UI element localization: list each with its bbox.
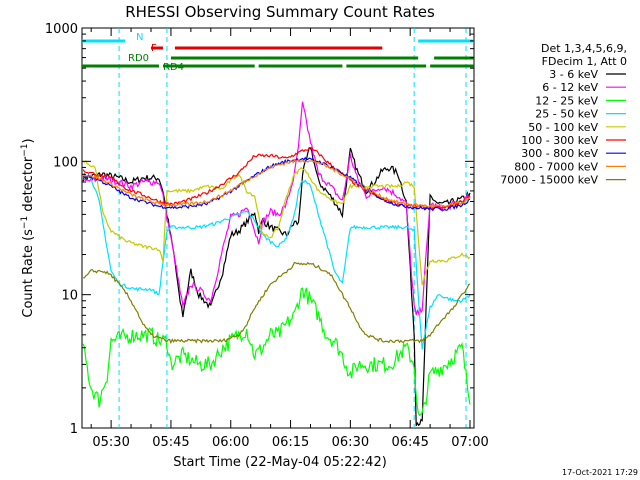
y-axis-label-end: ) (21, 138, 36, 143)
legend-label-5: 100 - 300 keV (521, 134, 598, 147)
flag-label-3: RD4 (163, 62, 184, 73)
legend-label-4: 50 - 100 keV (528, 121, 598, 134)
y-tick-label-0: 1 (70, 422, 78, 437)
x-tick-label-3: 06:15 (272, 435, 309, 450)
legend-label-2: 12 - 25 keV (535, 94, 598, 107)
legend-label-0: 3 - 6 keV (549, 68, 598, 81)
legend-label-7: 800 - 7000 keV (514, 160, 598, 173)
y-axis-label-main: Count Rate (s (21, 229, 36, 318)
series-line-3 (82, 175, 471, 350)
flag-label-1: F (151, 43, 157, 54)
y-axis-label-mid: detector (21, 156, 36, 216)
flag-label-0: N (136, 32, 143, 43)
legend-label-8: 7000 - 15000 keV (500, 174, 598, 187)
x-tick-label-1: 05:45 (152, 435, 189, 450)
legend: Det 1,3,4,5,6,9, FDecim 1, Att 0 3 - 6 k… (500, 42, 627, 187)
y-axis-label-sup1: −1 (20, 216, 30, 229)
series-line-6 (82, 156, 471, 212)
series-line-4 (82, 160, 471, 286)
plot-frame (81, 27, 475, 429)
legend-label-1: 6 - 12 keV (542, 81, 598, 94)
y-tick-label-3: 1000 (45, 22, 78, 37)
x-tick-label-5: 06:45 (391, 435, 428, 450)
series-group (82, 101, 471, 427)
legend-header-1: Det 1,3,4,5,6,9, (541, 42, 627, 55)
series-line-7 (82, 158, 471, 209)
series-line-2 (82, 287, 471, 416)
x-tick-label-0: 05:30 (92, 435, 129, 450)
y-axis-label: Count Rate (s−1 detector−1) (20, 138, 36, 317)
footer-date: 17-Oct-2021 17:29 (562, 468, 638, 477)
y-axis-label-sup2: −1 (20, 143, 30, 156)
flag-label-2: RD0 (128, 53, 149, 64)
series-line-0 (82, 147, 471, 427)
x-axis-label: Start Time (22-May-04 05:22:42) (173, 455, 387, 470)
series-line-8 (83, 261, 471, 345)
axes-group: 05:30 05:45 06:00 06:15 06:30 06:45 07:00 1 10 10… (45, 22, 489, 450)
legend-label-3: 25 - 50 keV (535, 108, 598, 121)
y-tick-label-2: 100 (53, 155, 78, 170)
legend-header-2: FDecim 1, Att 0 (542, 55, 627, 68)
x-tick-label-4: 06:30 (332, 435, 369, 450)
legend-label-6: 300 - 800 keV (521, 147, 598, 160)
x-tick-label-6: 07:00 (451, 435, 488, 450)
y-tick-label-1: 10 (61, 289, 78, 304)
series-line-1 (82, 101, 471, 316)
x-tick-label-2: 06:00 (212, 435, 249, 450)
chart-title: RHESSI Observing Summary Count Rates (125, 3, 435, 21)
